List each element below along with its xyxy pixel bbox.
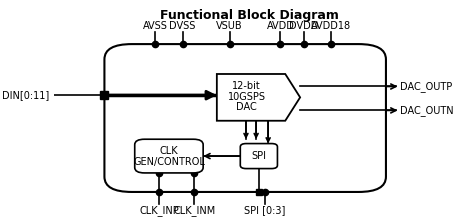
Text: VSUB: VSUB [216,21,242,31]
Text: CLK_INP: CLK_INP [139,205,179,216]
Text: DAC_OUTP: DAC_OUTP [399,81,451,92]
Text: DAC_OUTN: DAC_OUTN [399,105,452,116]
FancyBboxPatch shape [240,144,277,169]
Text: DVSS: DVSS [169,21,196,31]
Text: CLK_INM: CLK_INM [173,205,215,216]
Text: 12-bit: 12-bit [232,81,260,91]
Text: AVSS: AVSS [142,21,168,31]
Text: Functional Block Diagram: Functional Block Diagram [159,9,338,22]
Text: DIN[0:11]: DIN[0:11] [2,90,50,100]
Text: 10GSPS: 10GSPS [227,92,265,102]
Polygon shape [216,74,299,121]
Text: DAC: DAC [236,102,257,112]
Text: SPI: SPI [251,151,266,161]
Text: AVDD18: AVDD18 [310,21,351,31]
Text: AVDD: AVDD [266,21,294,31]
Text: CLK: CLK [159,146,178,156]
Text: DVDD: DVDD [289,21,318,31]
Text: SPI [0:3]: SPI [0:3] [244,205,285,215]
Text: GEN/CONTROL: GEN/CONTROL [133,157,204,167]
FancyBboxPatch shape [134,139,203,173]
